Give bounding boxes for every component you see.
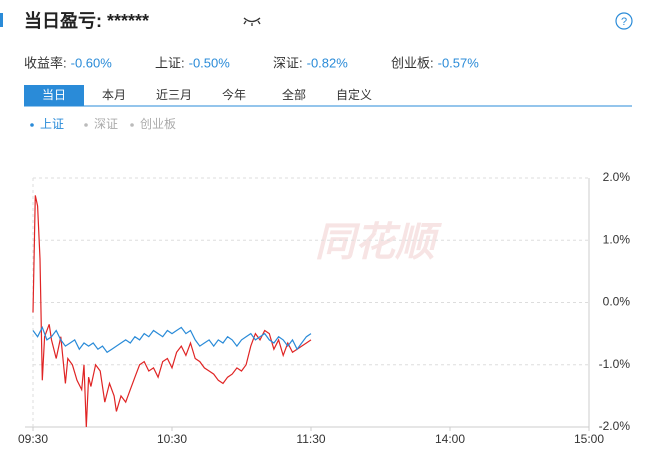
svg-text:?: ? [621,16,627,28]
stat-label: 收益率: [24,55,67,70]
watermark: 同花顺 [315,221,442,265]
x-tick-label: 10:30 [157,432,187,446]
y-tick-label: 2.0% [603,170,631,184]
stat-value: -0.60% [71,55,113,70]
series-line [32,195,312,428]
tab[interactable]: 近三月 [156,88,192,102]
help-icon[interactable]: ? [615,12,633,30]
tab[interactable]: 全部 [282,87,306,102]
tab[interactable]: 本月 [102,88,126,102]
stat-value: -0.50% [189,55,231,70]
y-tick-label: 0.0% [603,295,631,309]
series-line [32,325,312,354]
stat-label: 创业板: [391,55,434,70]
x-tick-label: 09:30 [18,432,48,446]
accent-bar [0,13,3,27]
stat-value: -0.57% [438,55,480,70]
tab[interactable]: 当日 [42,88,66,102]
tab[interactable]: 自定义 [336,87,372,102]
stat-label: 深证: [273,55,303,70]
tab[interactable]: 今年 [222,87,246,102]
y-tick-label: 1.0% [603,232,631,246]
legend-item[interactable]: 深证 [94,117,118,131]
stat-value: -0.82% [307,55,349,70]
x-tick-label: 11:30 [296,432,325,446]
x-tick-label: 15:00 [574,432,604,446]
legend-item[interactable]: 创业板 [140,117,176,131]
x-tick-label: 14:00 [435,432,465,446]
eye-icon[interactable] [243,17,261,26]
legend-item[interactable]: 上证 [40,117,64,131]
legend-dot [84,123,88,127]
legend-dot [30,123,34,127]
title: 当日盈亏: ****** [24,10,149,31]
legend-dot [130,123,134,127]
stat-label: 上证: [155,55,185,70]
y-tick-label: -2.0% [599,419,631,433]
y-tick-label: -1.0% [599,357,631,371]
tab-active-bg[interactable] [24,85,84,106]
